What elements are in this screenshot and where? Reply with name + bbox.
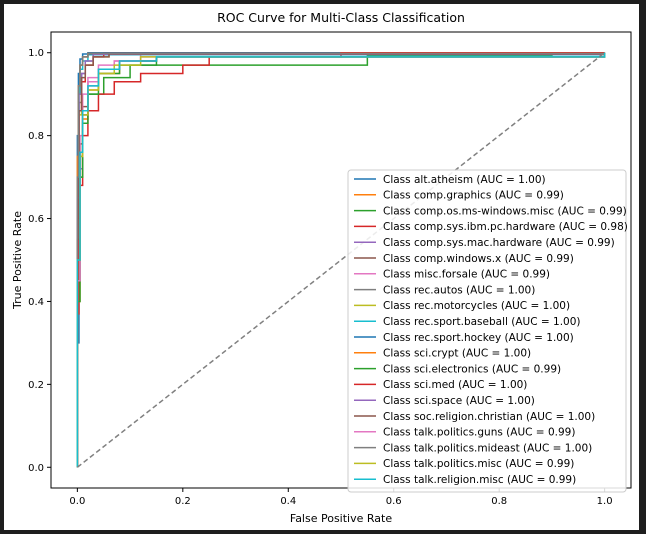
legend-entry-label: Class talk.politics.guns (AUC = 0.99) bbox=[383, 427, 575, 439]
legend-entry-label: Class rec.sport.hockey (AUC = 1.00) bbox=[383, 332, 574, 344]
roc-chart: ROC Curve for Multi-Class Classification… bbox=[11, 10, 632, 525]
y-axis-label: True Positive Rate bbox=[11, 211, 24, 310]
y-tick-label: 0.4 bbox=[28, 297, 44, 308]
legend-entry-label: Class comp.sys.ibm.pc.hardware (AUC = 0.… bbox=[383, 221, 628, 233]
legend-entry-label: Class comp.graphics (AUC = 0.99) bbox=[383, 190, 564, 202]
x-tick-label: 0.8 bbox=[491, 496, 507, 507]
y-tick-label: 0.0 bbox=[28, 463, 44, 474]
legend-entry-label: Class sci.electronics (AUC = 0.99) bbox=[383, 363, 561, 375]
legend-entry-label: Class talk.religion.misc (AUC = 0.99) bbox=[383, 474, 576, 486]
roc-line-17 bbox=[76, 52, 606, 468]
x-axis-label: False Positive Rate bbox=[290, 512, 392, 525]
y-tick-label: 1.0 bbox=[28, 48, 44, 59]
legend-entry-label: Class soc.religion.christian (AUC = 1.00… bbox=[383, 411, 595, 423]
legend-entry-label: Class rec.autos (AUC = 1.00) bbox=[383, 284, 535, 296]
x-tick-label: 0.4 bbox=[280, 496, 296, 507]
x-tick-label: 0.2 bbox=[175, 496, 191, 507]
y-tick-label: 0.6 bbox=[28, 214, 44, 225]
roc-line-15 bbox=[76, 52, 606, 468]
legend-entry-label: Class rec.motorcycles (AUC = 1.00) bbox=[383, 300, 570, 312]
legend-entry-label: Class alt.atheism (AUC = 1.00) bbox=[383, 174, 546, 186]
legend-entry-label: Class rec.sport.baseball (AUC = 1.00) bbox=[383, 316, 581, 328]
legend-entry-label: Class talk.politics.mideast (AUC = 1.00) bbox=[383, 442, 592, 454]
y-tick-label: 0.8 bbox=[28, 131, 44, 142]
legend-entry-label: Class misc.forsale (AUC = 0.99) bbox=[383, 269, 550, 281]
legend-entry-label: Class comp.sys.mac.hardware (AUC = 0.99) bbox=[383, 237, 615, 249]
legend-entry-label: Class sci.space (AUC = 1.00) bbox=[383, 395, 535, 407]
legend-entry-label: Class talk.politics.misc (AUC = 0.99) bbox=[383, 458, 574, 470]
axes-layer: 0.0 0.2 0.4 0.6 0.8 1.0 0.0 0.2 0.4 0.6 0.8 1.0 bbox=[28, 48, 612, 507]
legend-entry-label: Class sci.crypt (AUC = 1.00) bbox=[383, 348, 531, 360]
x-tick-label: 1.0 bbox=[597, 496, 613, 507]
roc-line-19 bbox=[76, 52, 606, 468]
y-tick-label: 0.2 bbox=[28, 380, 44, 391]
series-layer bbox=[76, 51, 606, 468]
legend-box bbox=[347, 169, 627, 493]
legend-entry-label: Class sci.med (AUC = 1.00) bbox=[383, 379, 527, 391]
plot-frame bbox=[50, 31, 632, 489]
x-tick-label: 0.0 bbox=[69, 496, 85, 507]
x-tick-label: 0.6 bbox=[386, 496, 402, 507]
legend: Class alt.atheism (AUC = 1.00) Class comp… bbox=[347, 169, 628, 493]
legend-entry-label: Class comp.windows.x (AUC = 0.99) bbox=[383, 253, 574, 265]
figure: ROC Curve for Multi-Class Classification… bbox=[4, 4, 639, 530]
chart-title: ROC Curve for Multi-Class Classification bbox=[217, 10, 465, 25]
legend-entry-label: Class comp.os.ms-windows.misc (AUC = 0.9… bbox=[383, 205, 627, 217]
